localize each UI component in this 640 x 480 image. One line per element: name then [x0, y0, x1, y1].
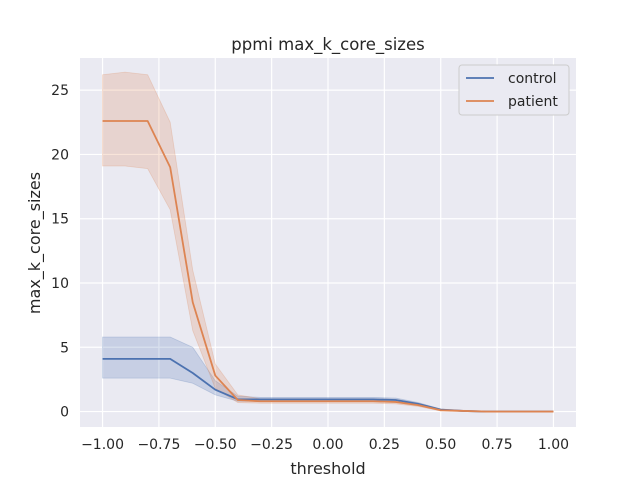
y-axis-label: max_k_core_sizes: [25, 172, 45, 314]
legend-label-control: control: [508, 71, 557, 87]
x-tick-label: −0.25: [250, 437, 293, 453]
y-tick-label: 10: [51, 276, 69, 292]
x-tick-label: −0.50: [194, 437, 237, 453]
y-tick-labels: 0 5 10 15 20 25: [51, 83, 69, 420]
x-tick-label: 0.75: [482, 437, 513, 453]
x-tick-label: 0.00: [312, 437, 343, 453]
y-tick-label: 20: [51, 147, 69, 163]
y-tick-label: 5: [60, 340, 69, 356]
x-tick-label: −0.75: [137, 437, 180, 453]
x-tick-label: −1.00: [81, 437, 124, 453]
x-axis-label: threshold: [290, 459, 365, 478]
x-tick-labels: −1.00 −0.75 −0.50 −0.25 0.00 0.25 0.50 0.75 1.00: [81, 437, 569, 453]
y-tick-label: 0: [60, 405, 69, 421]
series-lines: [102, 120, 554, 413]
y-tick-label: 15: [51, 212, 69, 228]
x-tick-label: 1.00: [538, 437, 569, 453]
y-tick-label: 25: [51, 83, 69, 99]
x-tick-label: 0.25: [369, 437, 400, 453]
legend: control patient: [458, 64, 570, 116]
series-line-patient: [102, 120, 554, 413]
chart-title: ppmi max_k_core_sizes: [231, 35, 424, 55]
x-tick-label: 0.50: [425, 437, 456, 453]
legend-label-patient: patient: [508, 94, 558, 110]
